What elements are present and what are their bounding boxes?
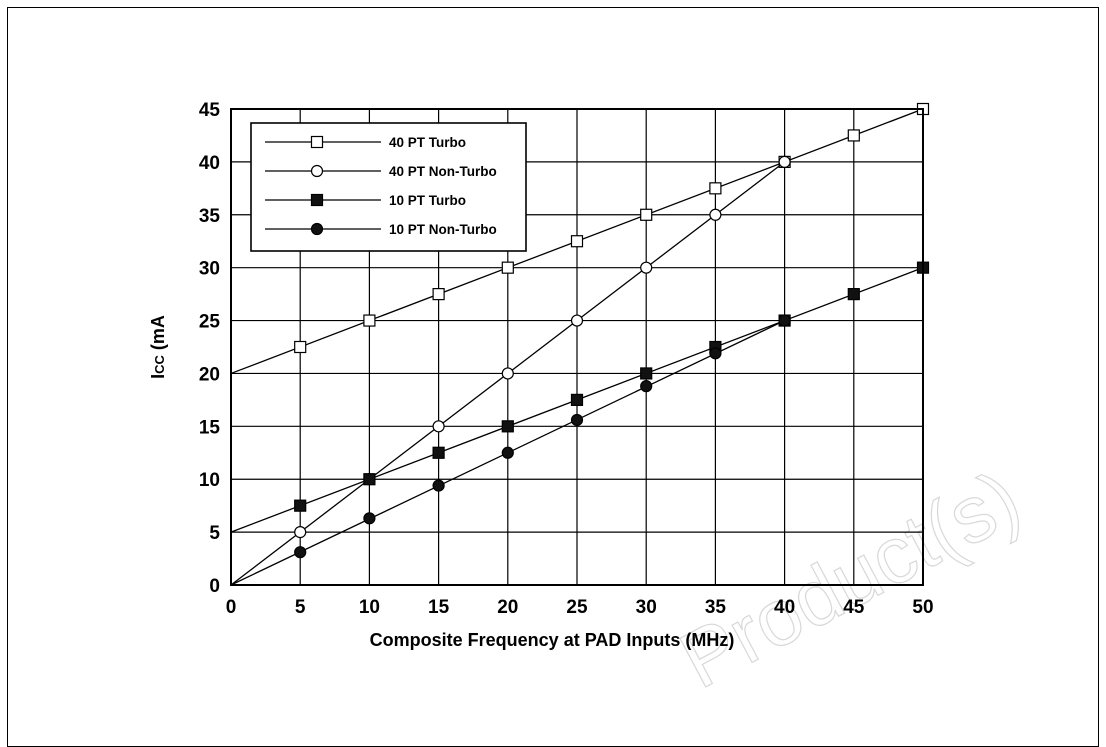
y-axis-title: ICC (mA (148, 315, 168, 379)
legend-box (250, 122, 527, 252)
y-tick-label: 30 (199, 259, 220, 280)
legend-marker (310, 222, 324, 236)
legend-item: 10 PT Non-Turbo (265, 222, 497, 237)
legend-marker (310, 164, 324, 178)
legend-item: 40 PT Non-Turbo (265, 164, 497, 179)
y-axis-title-rest: (mA (148, 315, 168, 355)
y-tick-label: 10 (199, 470, 220, 491)
x-tick-label: 20 (497, 597, 518, 618)
tick-labels: 0 5 10 15 20 25 30 35 40 45 50 0 5 10 15 20 25 30 35 40 45 (199, 100, 934, 618)
legend: 40 PT Turbo 40 PT Non-Turbo 10 PT Turbo 10 … (250, 122, 527, 252)
legend-label: 10 PT Non-Turbo (389, 222, 497, 237)
x-axis-title: Composite Frequency at PAD Inputs (MHz) (370, 630, 735, 650)
legend-label: 40 PT Non-Turbo (389, 164, 497, 179)
data-point (501, 420, 514, 433)
y-tick-label: 35 (199, 206, 221, 227)
data-point (501, 367, 514, 380)
data-point (640, 380, 653, 393)
data-point (709, 208, 722, 221)
data-point (294, 546, 307, 559)
x-tick-label: 10 (359, 597, 380, 618)
data-point (570, 393, 584, 406)
x-tick-label: 5 (295, 597, 306, 618)
data-point (709, 182, 722, 195)
data-point (363, 473, 376, 486)
data-point (432, 446, 445, 459)
y-tick-label: 15 (199, 417, 221, 438)
x-tick-label: 0 (226, 597, 237, 618)
data-point (363, 314, 376, 327)
legend-marker (310, 193, 324, 207)
data-point (640, 208, 653, 221)
data-point (432, 479, 445, 492)
legend-item: 40 PT Turbo (265, 135, 466, 150)
series-3 (230, 261, 930, 533)
data-point (432, 288, 445, 301)
data-point (640, 261, 653, 274)
data-point (778, 155, 791, 168)
y-axis-title-sub: CC (152, 354, 167, 373)
data-point (294, 499, 307, 512)
y-tick-label: 20 (199, 364, 220, 385)
x-tick-label: 45 (843, 597, 865, 618)
x-tick-label: 15 (428, 597, 450, 618)
legend-item: 10 PT Turbo (265, 193, 466, 208)
x-tick-label: 30 (636, 597, 657, 618)
x-tick-label: 35 (705, 597, 727, 618)
data-point (501, 446, 514, 459)
data-point (570, 314, 584, 327)
data-point (294, 340, 307, 354)
legend-label: 40 PT Turbo (389, 135, 466, 150)
watermark: Product(s) (666, 453, 1034, 705)
series-4 (230, 314, 791, 586)
chart: Product(s) 0 5 10 15 20 25 30 35 40 45 50 0 5 10 15 20 2… (148, 100, 1034, 706)
x-tick-label: 50 (912, 597, 933, 618)
x-tick-label: 40 (774, 597, 795, 618)
data-point (570, 235, 584, 248)
y-tick-label: 0 (209, 576, 220, 597)
data-point (847, 129, 860, 142)
data-point (709, 347, 722, 360)
y-tick-label: 40 (199, 153, 220, 174)
data-point (640, 367, 653, 380)
data-point (570, 413, 584, 427)
y-tick-label: 25 (199, 312, 221, 333)
y-tick-label: 45 (199, 100, 221, 121)
series-group (230, 102, 930, 586)
data-point (363, 512, 376, 525)
data-point (847, 288, 860, 301)
x-tick-label: 25 (566, 597, 588, 618)
data-point (778, 314, 791, 327)
legend-label: 10 PT Turbo (389, 193, 466, 208)
data-point (501, 261, 514, 274)
data-point (432, 420, 445, 433)
y-tick-label: 5 (209, 523, 220, 544)
data-point (294, 526, 307, 539)
legend-marker (310, 135, 324, 149)
y-axis-title-main: I (148, 374, 168, 379)
plot-area (230, 108, 924, 586)
